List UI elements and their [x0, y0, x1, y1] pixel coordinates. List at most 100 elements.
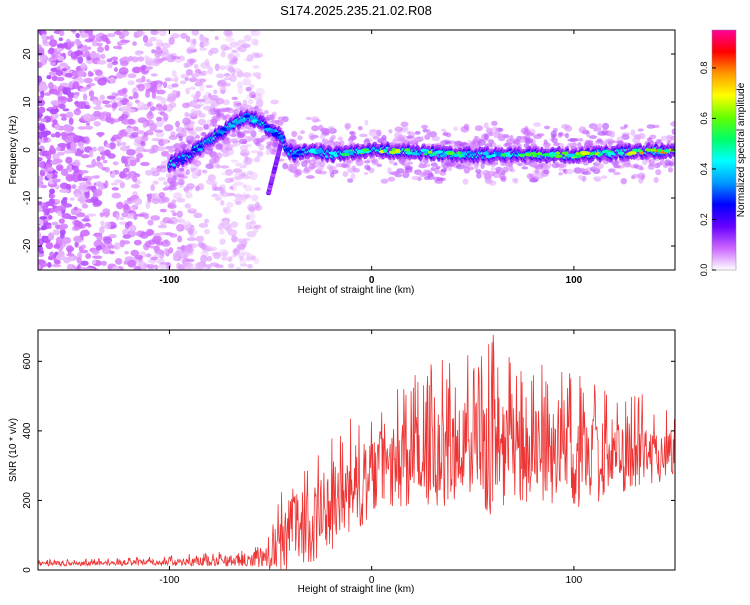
- noise-blob: [163, 247, 169, 256]
- noise-blob: [191, 30, 200, 36]
- noise-blob: [73, 206, 78, 211]
- noise-blob: [95, 103, 101, 107]
- noise-blob: [136, 101, 145, 110]
- noise-blob: [136, 153, 144, 159]
- noise-blob: [151, 197, 160, 205]
- noise-blob: [159, 111, 166, 116]
- noise-blob: [96, 233, 103, 242]
- noise-blob: [38, 99, 46, 107]
- halo-blob: [208, 108, 215, 116]
- noise-blob: [153, 58, 164, 64]
- halo-blob: [243, 103, 249, 108]
- halo-blob: [542, 161, 552, 169]
- halo-blob: [620, 177, 627, 185]
- noise-blob: [189, 86, 196, 90]
- halo-blob: [376, 138, 384, 144]
- noise-blob: [185, 69, 194, 76]
- halo-blob: [578, 126, 587, 134]
- spectrogram-signal-layer: [167, 109, 675, 174]
- noise-blob: [160, 240, 171, 247]
- noise-blob: [169, 102, 177, 108]
- noise-blob: [61, 237, 72, 244]
- noise-blob: [209, 94, 219, 101]
- noise-blob: [219, 200, 225, 206]
- noise-blob: [119, 181, 125, 189]
- halo-blob: [524, 137, 534, 144]
- signal-hotspot: [343, 152, 350, 157]
- noise-blob: [152, 180, 159, 185]
- halo-blob: [439, 177, 446, 181]
- noise-blob: [38, 123, 46, 132]
- noise-blob: [77, 70, 85, 77]
- halo-blob: [414, 130, 421, 135]
- noise-blob: [113, 242, 121, 250]
- noise-blob: [77, 126, 87, 130]
- noise-blob: [134, 197, 143, 206]
- noise-blob: [179, 252, 184, 257]
- noise-blob: [149, 123, 158, 131]
- halo-blob: [477, 139, 486, 146]
- noise-blob: [56, 146, 61, 152]
- noise-blob: [185, 127, 194, 131]
- noise-blob: [104, 221, 111, 230]
- noise-blob: [41, 235, 47, 240]
- noise-blob: [126, 107, 132, 113]
- halo-blob: [387, 176, 396, 182]
- noise-blob: [59, 62, 68, 68]
- halo-blob: [372, 135, 380, 140]
- noise-blob: [51, 75, 58, 82]
- halo-blob: [551, 137, 558, 144]
- noise-blob: [227, 256, 233, 262]
- noise-blob: [126, 145, 131, 149]
- halo-blob: [400, 121, 409, 128]
- noise-blob: [179, 80, 187, 85]
- noise-blob: [76, 256, 82, 264]
- noise-blob: [156, 83, 162, 91]
- noise-blob: [224, 168, 234, 176]
- noise-blob: [74, 50, 84, 56]
- noise-blob: [50, 133, 56, 138]
- halo-blob: [588, 135, 598, 140]
- halo-blob: [364, 119, 369, 126]
- halo-blob: [321, 138, 329, 144]
- halo-blob: [202, 169, 208, 174]
- noise-blob: [233, 181, 244, 186]
- noise-blob: [111, 170, 116, 179]
- noise-blob: [81, 218, 91, 222]
- signal-hotspot: [650, 148, 657, 152]
- noise-blob: [227, 263, 235, 269]
- halo-blob: [409, 136, 418, 144]
- halo-blob: [235, 104, 245, 111]
- signal-hotspot: [248, 116, 258, 120]
- noise-blob: [249, 225, 254, 230]
- noise-blob: [142, 148, 149, 153]
- halo-blob: [473, 163, 479, 170]
- halo-blob: [269, 142, 274, 146]
- halo-blob: [421, 124, 428, 129]
- noise-blob: [186, 183, 195, 190]
- halo-blob: [270, 119, 280, 124]
- noise-blob: [55, 236, 62, 244]
- halo-blob: [577, 142, 582, 148]
- noise-blob: [56, 151, 65, 156]
- halo-blob: [534, 165, 544, 170]
- noise-blob: [225, 225, 233, 233]
- halo-blob: [337, 136, 343, 141]
- halo-blob: [671, 128, 675, 135]
- noise-blob: [239, 165, 247, 169]
- noise-blob: [129, 159, 137, 167]
- halo-blob: [646, 124, 656, 129]
- signal-hotspot: [457, 154, 465, 158]
- halo-blob: [426, 129, 431, 136]
- noise-blob: [80, 260, 89, 266]
- noise-blob: [108, 142, 116, 150]
- noise-blob: [66, 263, 73, 270]
- noise-blob: [241, 197, 247, 204]
- halo-blob: [408, 161, 413, 165]
- noise-blob: [185, 113, 194, 117]
- halo-blob: [483, 122, 489, 129]
- noise-blob: [131, 56, 139, 63]
- noise-blob: [176, 223, 185, 232]
- halo-blob: [342, 171, 349, 178]
- noise-blob: [232, 56, 238, 63]
